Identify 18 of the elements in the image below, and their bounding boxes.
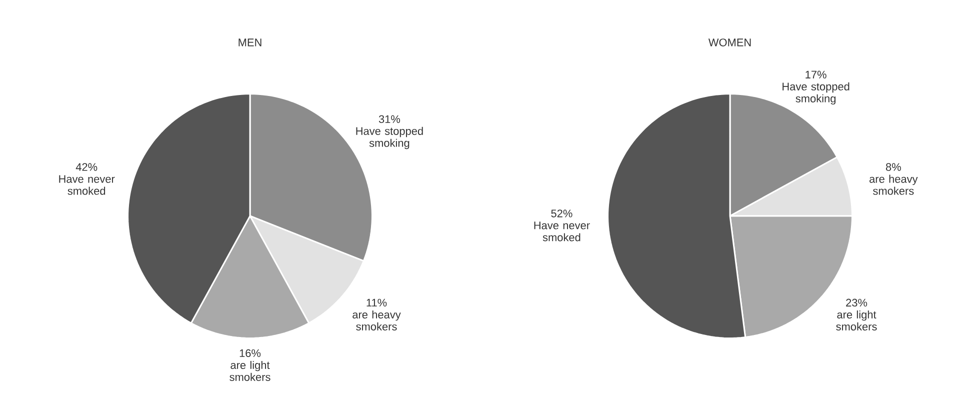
slice-label: Have never smoked: [534, 222, 590, 242]
data-label: 31%: [378, 115, 400, 123]
data-label: 8%: [886, 163, 901, 171]
slice-label: Have stopped smoking: [782, 82, 850, 105]
data-label: 16%: [240, 349, 261, 358]
data-label: 42%: [76, 163, 98, 171]
slice-label: Have never smoked: [59, 175, 115, 195]
data-label: 23%: [846, 298, 868, 307]
slice-label: Have stopped smoking: [356, 126, 423, 150]
slice-label: are light smokers: [836, 310, 877, 330]
slice-label: are heavy smokers: [870, 174, 918, 195]
data-label: 11%: [366, 298, 387, 306]
chart-title: WOMEN: [708, 38, 751, 46]
slice-label: are light smokers: [230, 360, 270, 381]
slice-label: are heavy smokers: [352, 310, 401, 330]
data-label: 52%: [551, 210, 572, 218]
chart-title: MEN: [238, 38, 262, 46]
data-label: 17%: [806, 70, 826, 78]
